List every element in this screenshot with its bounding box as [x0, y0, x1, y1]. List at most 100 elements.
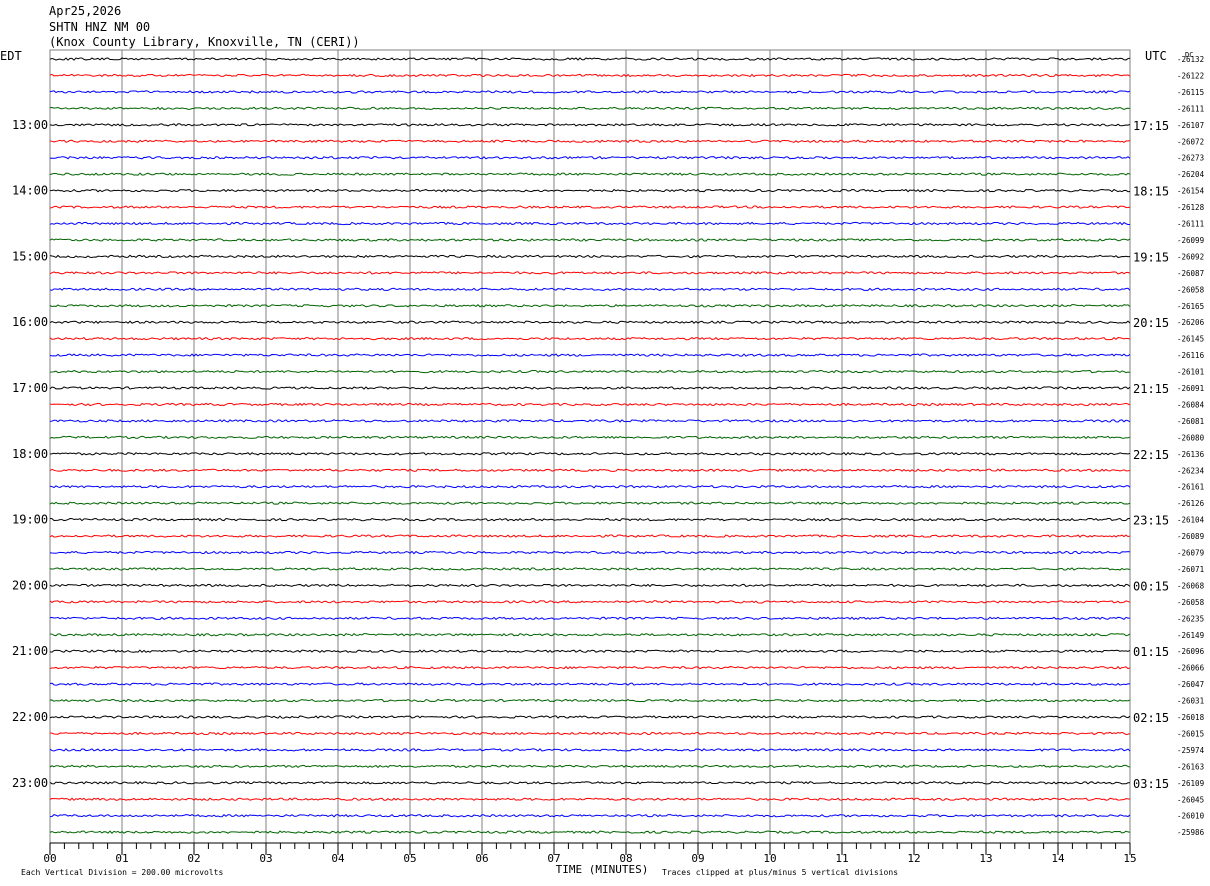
- dc-offset-label: -25986: [1177, 828, 1205, 837]
- dc-offset-label: -26136: [1177, 450, 1205, 459]
- trace-line: [49, 616, 1130, 621]
- trace-line: [49, 123, 1131, 127]
- dc-offset-label: -26018: [1177, 713, 1205, 722]
- left-hour-label: 19:00: [12, 513, 48, 527]
- right-hour-label: 20:15: [1133, 316, 1169, 330]
- trace-line: [49, 748, 1131, 752]
- right-hour-label: 17:15: [1133, 119, 1169, 133]
- dc-offset-label: -26058: [1177, 285, 1205, 294]
- trace-line: [49, 600, 1131, 604]
- dc-offset-label: -26087: [1177, 269, 1204, 278]
- trace-line: [49, 238, 1131, 242]
- dc-offset-label: -26116: [1177, 351, 1205, 360]
- dc-offset-label: -26091: [1177, 384, 1204, 393]
- dc-offset-label: -26204: [1177, 170, 1205, 179]
- trace-line: [49, 764, 1131, 769]
- seismic-traces: [49, 57, 1131, 834]
- dc-offset-label: -26163: [1177, 762, 1204, 771]
- trace-line: [49, 814, 1131, 818]
- left-hour-label: 21:00: [12, 644, 48, 658]
- trace-line: [49, 830, 1131, 834]
- date-label: Apr25,2026: [49, 4, 122, 18]
- left-hour-label: 18:00: [12, 447, 48, 461]
- trace-line: [49, 386, 1131, 390]
- dc-offset-label: -26066: [1177, 664, 1205, 673]
- trace-line: [49, 583, 1131, 588]
- trace-line: [49, 90, 1131, 94]
- trace-line: [49, 517, 1131, 522]
- left-hour-label: 16:00: [12, 315, 48, 329]
- x-tick-label: 00: [43, 852, 56, 865]
- x-tick-label: 03: [259, 852, 272, 865]
- left-hour-label: 13:00: [12, 118, 48, 132]
- dc-offset-label: -26084: [1177, 400, 1205, 409]
- dc-offset-label: -26015: [1177, 729, 1204, 738]
- x-tick-label: 11: [835, 852, 848, 865]
- x-tick-label: 15: [1123, 852, 1136, 865]
- right-hour-label: 19:15: [1133, 250, 1169, 264]
- trace-line: [49, 106, 1131, 111]
- dc-offset-label: -26079: [1177, 549, 1204, 558]
- dc-header-label: DC: [1185, 51, 1193, 59]
- dc-offset-label: -26115: [1177, 88, 1204, 97]
- dc-offset-label: -26081: [1177, 417, 1204, 426]
- left-hour-label: 22:00: [12, 710, 48, 724]
- dc-offset-label: -26099: [1177, 236, 1204, 245]
- dc-offset-label: -26047: [1177, 680, 1204, 689]
- dc-offset-label: -26104: [1177, 516, 1205, 525]
- trace-line: [49, 534, 1131, 538]
- trace-line: [49, 271, 1131, 275]
- trace-line: [49, 715, 1131, 719]
- right-timezone-label: UTC: [1145, 49, 1167, 63]
- trace-line: [49, 633, 1131, 637]
- x-tick-label: 14: [1051, 852, 1065, 865]
- trace-line: [49, 731, 1131, 736]
- trace-line: [49, 139, 1131, 143]
- dc-offset-label: -26234: [1177, 466, 1205, 475]
- x-axis-title: TIME (MINUTES): [556, 863, 649, 876]
- trace-line: [49, 698, 1131, 703]
- trace-line: [49, 172, 1131, 176]
- trace-line: [49, 435, 1131, 440]
- right-hour-label: 03:15: [1133, 777, 1169, 791]
- dc-offset-label: -26071: [1177, 565, 1204, 574]
- trace-line: [49, 155, 1131, 160]
- vertical-scale-note: Each Vertical Division = 200.00 microvol…: [21, 868, 223, 877]
- trace-line: [49, 304, 1131, 308]
- dc-offset-label: -26128: [1177, 203, 1205, 212]
- right-hour-label: 18:15: [1133, 185, 1169, 199]
- x-tick-label: 12: [907, 852, 920, 865]
- dc-offset-label: -26111: [1177, 104, 1204, 113]
- dc-offset-label: -26072: [1177, 137, 1204, 146]
- trace-line: [49, 797, 1131, 801]
- trace-line: [49, 567, 1131, 571]
- dc-offset-label: -26089: [1177, 532, 1204, 541]
- dc-offset-label: -26045: [1177, 795, 1204, 804]
- dc-offset-label: -26080: [1177, 433, 1205, 442]
- x-tick-label: 10: [763, 852, 776, 865]
- dc-offset-label: -26132: [1177, 55, 1204, 64]
- left-hour-label: 14:00: [12, 184, 48, 198]
- dc-offset-label: -26126: [1177, 499, 1205, 508]
- right-hour-label: 21:15: [1133, 382, 1169, 396]
- trace-line: [49, 336, 1131, 341]
- dc-offset-label: -26109: [1177, 779, 1204, 788]
- right-hour-label: 02:15: [1133, 711, 1169, 725]
- dc-offset-label: -26235: [1177, 614, 1204, 623]
- dc-offset-label: -26149: [1177, 631, 1204, 640]
- right-hour-label: 00:15: [1133, 579, 1169, 593]
- time-gridlines: [49, 49, 1131, 844]
- trace-line: [49, 320, 1131, 324]
- dc-offset-label: -26273: [1177, 154, 1204, 163]
- left-hour-label: 23:00: [12, 776, 48, 790]
- location-label: (Knox County Library, Knoxville, TN (CER…: [49, 35, 360, 49]
- dc-offset-label: -26031: [1177, 697, 1204, 706]
- trace-line: [49, 353, 1131, 357]
- trace-line: [49, 369, 1131, 374]
- dc-offset-label: -26145: [1177, 335, 1204, 344]
- trace-line: [49, 221, 1131, 226]
- dc-offset-label: -26122: [1177, 71, 1204, 80]
- dc-offset-label: -26068: [1177, 581, 1205, 590]
- dc-offset-label: -26092: [1177, 252, 1204, 261]
